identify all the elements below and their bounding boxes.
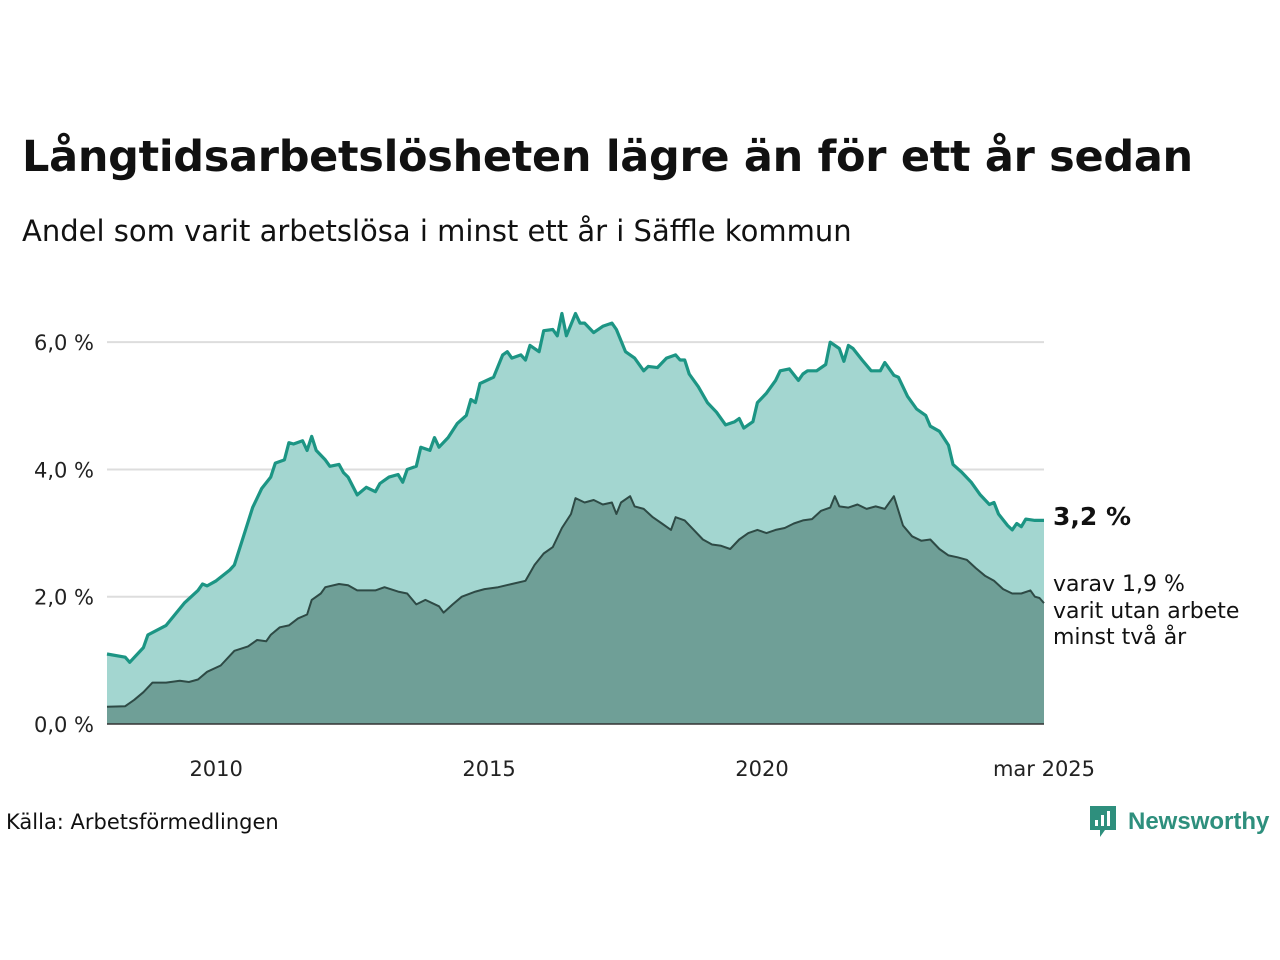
end-label-sub-line-2: varit utan arbete	[1053, 599, 1239, 624]
end-label-sub-line-1: varav 1,9 %	[1053, 572, 1185, 597]
chart-subtitle: Andel som varit arbetslösa i minst ett å…	[22, 214, 852, 248]
chart-title: Långtidsarbetslösheten lägre än för ett …	[22, 132, 1193, 182]
x-tick-label: 2015	[462, 757, 515, 781]
y-tick-label: 0,0 %	[34, 713, 94, 737]
series-areas	[107, 313, 1044, 724]
x-tick-label: 2020	[735, 757, 788, 781]
series-two-years-line	[106, 495, 1045, 708]
series-two-years-area	[107, 496, 1044, 724]
series-total-line	[106, 311, 1044, 664]
y-tick-label: 2,0 %	[34, 586, 94, 610]
series-lines	[106, 311, 1045, 708]
brand-name: Newsworthy	[1128, 808, 1270, 835]
y-axis-ticks: 0,0 % 2,0 % 4,0 % 6,0 %	[34, 331, 94, 737]
chart-area: 0,0 % 2,0 % 4,0 % 6,0 % 2010 2015 2020 mar 202…	[34, 311, 1239, 781]
source-note: Källa: Arbetsförmedlingen	[6, 810, 279, 834]
end-label-total: 3,2 %	[1053, 502, 1131, 531]
x-tick-label: mar 2025	[993, 757, 1095, 781]
brand-logo: Newsworthy	[1088, 804, 1269, 840]
x-tick-label: 2010	[189, 757, 242, 781]
y-tick-label: 4,0 %	[34, 458, 94, 482]
end-label-sub-line-3: minst två år	[1053, 624, 1187, 650]
x-axis-ticks: 2010 2015 2020 mar 2025	[189, 757, 1095, 781]
newsworthy-chart-logo-icon	[1090, 806, 1116, 837]
y-tick-label: 6,0 %	[34, 331, 94, 355]
